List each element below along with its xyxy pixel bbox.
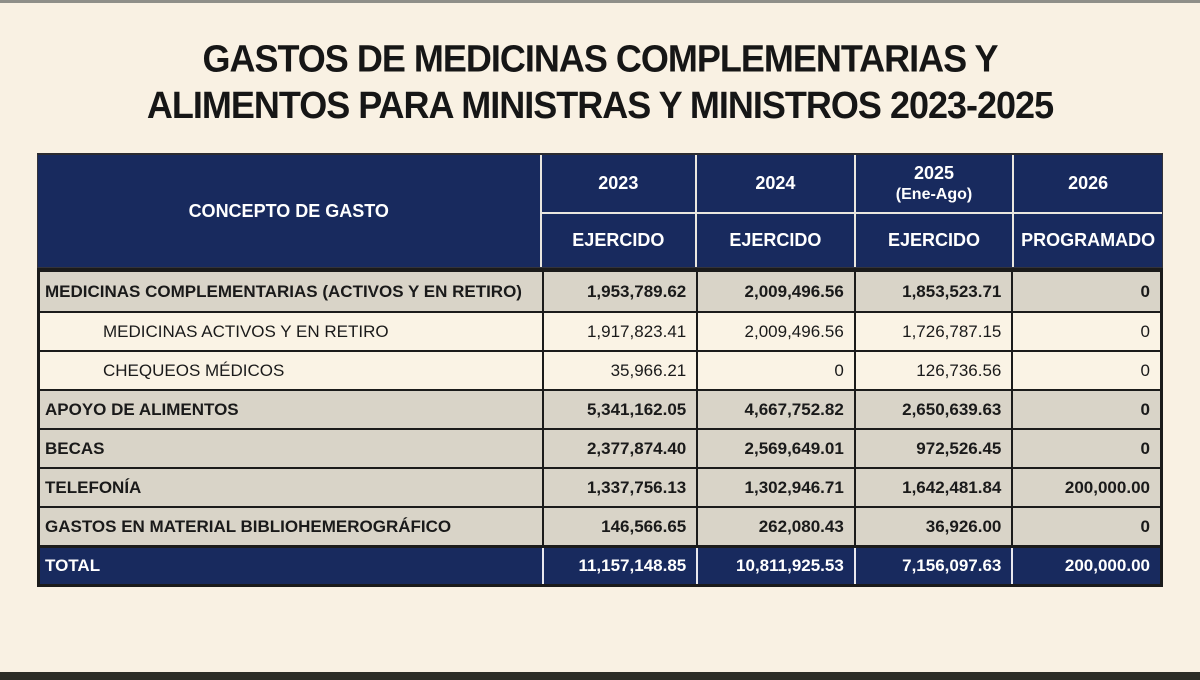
value-cell: 36,926.00 xyxy=(853,508,1012,545)
value-cell: 0 xyxy=(696,352,854,389)
value-cell: 0 xyxy=(1011,352,1160,389)
concept-cell: BECAS xyxy=(40,430,542,467)
value-cell: 126,736.56 xyxy=(853,352,1012,389)
table-row: TELEFONÍA 1,337,756.13 1,302,946.71 1,642,4… xyxy=(40,467,1160,506)
table-body: MEDICINAS COMPLEMENTARIAS (ACTIVOS Y EN … xyxy=(37,268,1163,587)
value-cell: 2,377,874.40 xyxy=(541,430,697,467)
value-cell: 0 xyxy=(1011,508,1160,545)
concept-cell: TELEFONÍA xyxy=(40,469,542,506)
table-row: BECAS 2,377,874.40 2,569,649.01 972,526.45 0 xyxy=(40,428,1160,467)
bottom-edge-strip xyxy=(0,672,1200,680)
table-row: GASTOS EN MATERIAL BIBLIOHEMEROGRÁFICO 14… xyxy=(40,506,1160,545)
column-header-year-2024: 2024 xyxy=(697,155,854,212)
concept-cell: GASTOS EN MATERIAL BIBLIOHEMEROGRÁFICO xyxy=(40,508,542,545)
concept-cell: APOYO DE ALIMENTOS xyxy=(40,391,542,428)
value-cell: 1,642,481.84 xyxy=(853,469,1012,506)
table-row: TOTAL 11,157,148.85 10,811,925.53 7,156,097… xyxy=(40,545,1160,584)
value-cell: 200,000.00 xyxy=(1011,469,1160,506)
top-edge-strip xyxy=(0,0,1200,3)
value-cell: 5,341,162.05 xyxy=(541,391,697,428)
table-row: APOYO DE ALIMENTOS 5,341,162.05 4,667,752.… xyxy=(40,389,1160,428)
value-cell: 0 xyxy=(1011,272,1160,311)
concept-cell: TOTAL xyxy=(40,548,542,584)
column-header-type-2024: EJERCIDO xyxy=(697,214,854,267)
concept-cell: MEDICINAS ACTIVOS Y EN RETIRO xyxy=(40,313,542,350)
value-cell: 146,566.65 xyxy=(541,508,697,545)
concept-cell: MEDICINAS COMPLEMENTARIAS (ACTIVOS Y EN … xyxy=(40,272,542,311)
column-header-year-2026: 2026 xyxy=(1014,155,1162,212)
value-cell: 0 xyxy=(1011,313,1160,350)
column-header-type-2026: PROGRAMADO xyxy=(1014,214,1162,267)
value-cell: 262,080.43 xyxy=(696,508,854,545)
expenses-table: CONCEPTO DE GASTO 2023 EJERCIDO 2024 EJERCI… xyxy=(37,153,1163,587)
value-cell: 1,302,946.71 xyxy=(696,469,854,506)
value-cell: 1,853,523.71 xyxy=(853,272,1012,311)
column-header-year-2025: 2025 (Ene-Ago) xyxy=(855,155,1013,212)
value-cell: 35,966.21 xyxy=(541,352,697,389)
value-cell: 200,000.00 xyxy=(1011,548,1160,584)
value-cell: 1,337,756.13 xyxy=(541,469,697,506)
value-cell: 1,953,789.62 xyxy=(541,272,697,311)
value-cell: 972,526.45 xyxy=(853,430,1012,467)
column-header-year-2023: 2023 xyxy=(541,155,696,212)
page-title-line2: ALIMENTOS PARA MINISTRAS Y MINISTROS 202… xyxy=(146,83,1054,127)
value-cell: 4,667,752.82 xyxy=(696,391,854,428)
value-cell: 2,009,496.56 xyxy=(696,313,854,350)
value-cell: 7,156,097.63 xyxy=(853,548,1012,584)
table-row: CHEQUEOS MÉDICOS 35,966.21 0 126,736.56 0 xyxy=(40,350,1160,389)
table-row: MEDICINAS ACTIVOS Y EN RETIRO 1,917,823.4… xyxy=(40,311,1160,350)
page-title: GASTOS DE MEDICINAS COMPLEMENTARIAS Y AL… xyxy=(0,35,1200,128)
column-header-type-2023: EJERCIDO xyxy=(541,214,696,267)
value-cell: 1,917,823.41 xyxy=(541,313,697,350)
page-title-line1: GASTOS DE MEDICINAS COMPLEMENTARIAS Y xyxy=(202,36,998,80)
value-cell: 10,811,925.53 xyxy=(696,548,854,584)
value-cell: 2,650,639.63 xyxy=(853,391,1012,428)
value-cell: 2,009,496.56 xyxy=(696,272,854,311)
value-cell: 0 xyxy=(1011,430,1160,467)
table-row: MEDICINAS COMPLEMENTARIAS (ACTIVOS Y EN … xyxy=(40,272,1160,311)
table-header: CONCEPTO DE GASTO 2023 EJERCIDO 2024 EJERCI… xyxy=(37,153,1163,268)
value-cell: 2,569,649.01 xyxy=(696,430,854,467)
value-cell: 11,157,148.85 xyxy=(541,548,697,584)
column-header-type-2025: EJERCIDO xyxy=(855,214,1013,267)
column-header-concept: CONCEPTO DE GASTO xyxy=(38,155,540,267)
value-cell: 1,726,787.15 xyxy=(853,313,1012,350)
concept-cell: CHEQUEOS MÉDICOS xyxy=(40,352,542,389)
value-cell: 0 xyxy=(1011,391,1160,428)
